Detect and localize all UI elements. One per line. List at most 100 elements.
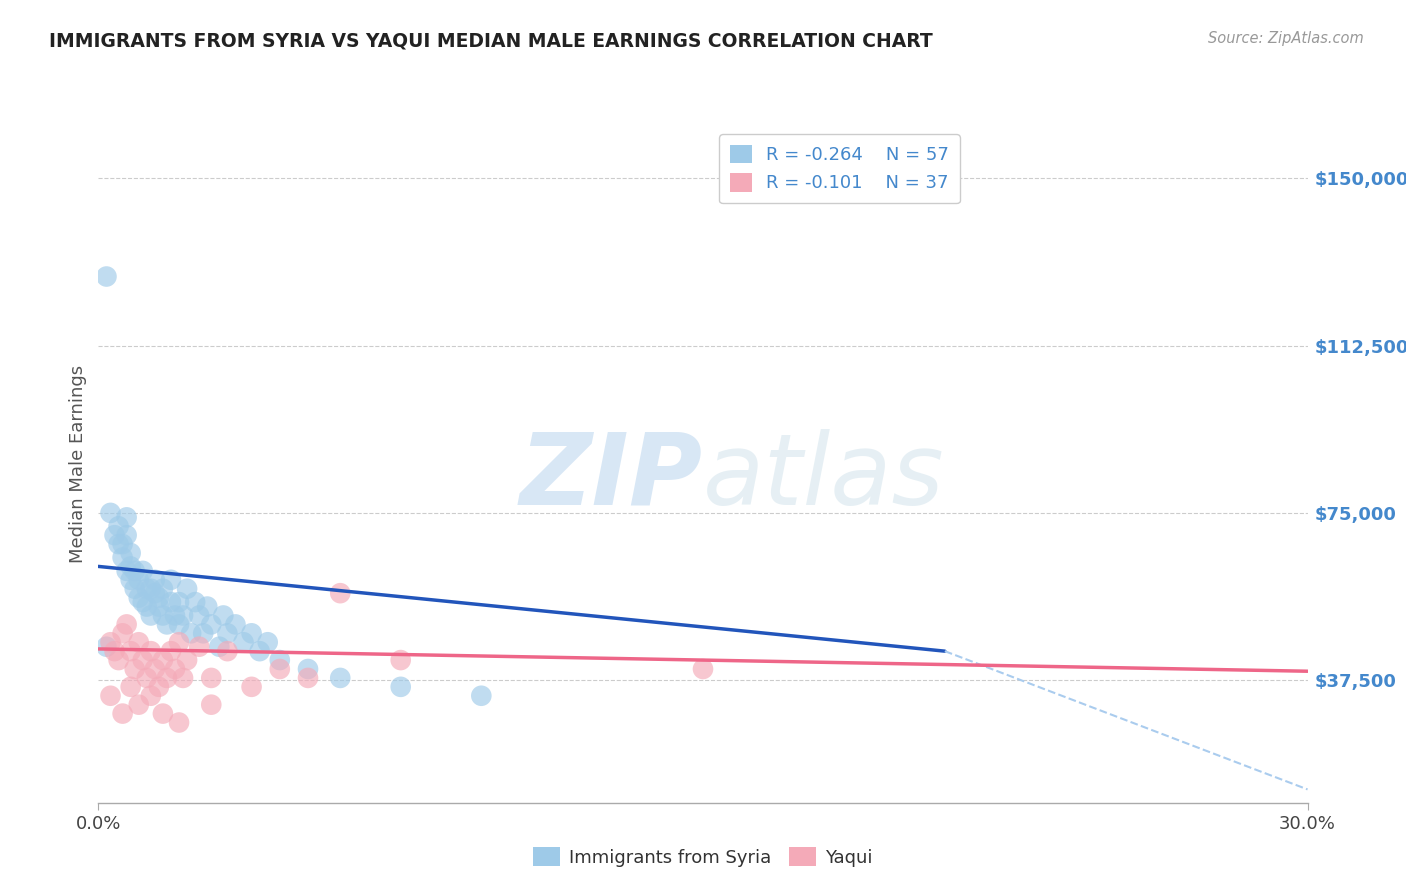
Point (96, 640, 118, 654)
Point (120, 546, 142, 560)
Point (120, 573, 142, 587)
Point (135, 671, 157, 685)
Point (156, 671, 179, 685)
Point (107, 519, 129, 533)
Point (163, 608, 186, 623)
Point (148, 591, 170, 605)
Text: ZIP: ZIP (520, 429, 703, 526)
Text: Source: ZipAtlas.com: Source: ZipAtlas.com (1208, 31, 1364, 46)
Point (132, 595, 155, 609)
Point (120, 644, 142, 658)
Point (100, 689, 122, 703)
Point (200, 617, 222, 632)
Point (128, 635, 150, 649)
Point (470, 689, 492, 703)
Point (160, 573, 183, 587)
Legend: R = -0.264    N = 57, R = -0.101    N = 37: R = -0.264 N = 57, R = -0.101 N = 37 (720, 134, 960, 203)
Point (128, 591, 150, 605)
Point (128, 698, 150, 712)
Point (200, 671, 222, 685)
Point (100, 506, 122, 520)
Point (329, 586, 352, 600)
Point (256, 635, 278, 649)
Point (111, 626, 134, 640)
Point (143, 662, 166, 676)
Point (103, 644, 125, 658)
Point (692, 662, 714, 676)
Point (152, 653, 174, 667)
Point (188, 608, 211, 623)
Point (115, 564, 138, 578)
Point (240, 680, 263, 694)
Point (115, 510, 138, 524)
Point (217, 644, 239, 658)
Point (224, 617, 246, 632)
Point (217, 626, 239, 640)
Point (176, 653, 198, 667)
Point (107, 653, 129, 667)
Point (152, 608, 174, 623)
Point (139, 608, 162, 623)
Point (128, 573, 150, 587)
Point (200, 698, 222, 712)
Point (208, 640, 231, 654)
Point (143, 573, 166, 587)
Point (156, 617, 179, 632)
Point (389, 680, 412, 694)
Point (172, 608, 194, 623)
Point (167, 715, 190, 730)
Point (172, 671, 194, 685)
Point (297, 662, 319, 676)
Point (160, 595, 183, 609)
Point (188, 640, 211, 654)
Point (100, 635, 122, 649)
Point (180, 626, 202, 640)
Point (135, 582, 157, 596)
Point (152, 582, 174, 596)
Point (111, 706, 134, 721)
Point (163, 662, 186, 676)
Point (160, 644, 183, 658)
Point (139, 644, 162, 658)
Point (120, 559, 142, 574)
Point (139, 689, 162, 703)
Point (240, 626, 263, 640)
Point (124, 564, 146, 578)
Point (107, 537, 129, 551)
Text: IMMIGRANTS FROM SYRIA VS YAQUI MEDIAN MALE EARNINGS CORRELATION CHART: IMMIGRANTS FROM SYRIA VS YAQUI MEDIAN MA… (49, 31, 934, 50)
Point (124, 662, 146, 676)
Point (96, 269, 118, 284)
Legend: Immigrants from Syria, Yaqui: Immigrants from Syria, Yaqui (526, 840, 880, 874)
Point (139, 582, 162, 596)
Point (193, 626, 215, 640)
Point (124, 582, 146, 596)
Point (111, 550, 134, 565)
Y-axis label: Median Male Earnings: Median Male Earnings (69, 365, 87, 563)
Point (184, 595, 207, 609)
Point (167, 595, 190, 609)
Point (269, 653, 291, 667)
Point (212, 608, 235, 623)
Point (269, 662, 291, 676)
Point (148, 599, 170, 614)
Point (132, 564, 155, 578)
Point (115, 617, 138, 632)
Point (297, 671, 319, 685)
Point (232, 635, 254, 649)
Text: atlas: atlas (703, 429, 945, 526)
Point (103, 528, 125, 542)
Point (249, 644, 271, 658)
Point (111, 537, 134, 551)
Point (120, 680, 142, 694)
Point (389, 653, 412, 667)
Point (148, 680, 170, 694)
Point (167, 635, 190, 649)
Point (143, 586, 166, 600)
Point (115, 528, 138, 542)
Point (329, 671, 352, 685)
Point (132, 653, 155, 667)
Point (152, 706, 174, 721)
Point (176, 582, 198, 596)
Point (167, 617, 190, 632)
Point (195, 599, 218, 614)
